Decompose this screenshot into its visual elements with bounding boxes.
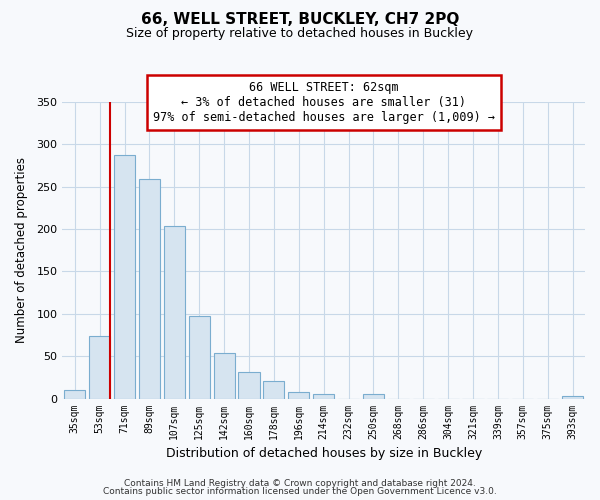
Bar	[363, 394, 384, 398]
Bar	[238, 372, 260, 398]
X-axis label: Distribution of detached houses by size in Buckley: Distribution of detached houses by size …	[166, 447, 482, 460]
Bar	[313, 394, 334, 398]
Bar	[64, 390, 85, 398]
Text: Size of property relative to detached houses in Buckley: Size of property relative to detached ho…	[127, 28, 473, 40]
Bar	[139, 179, 160, 398]
Bar	[288, 392, 310, 398]
Bar	[562, 396, 583, 398]
Bar	[89, 336, 110, 398]
Bar	[188, 316, 210, 398]
Bar	[114, 156, 135, 398]
Bar	[164, 226, 185, 398]
Text: 66, WELL STREET, BUCKLEY, CH7 2PQ: 66, WELL STREET, BUCKLEY, CH7 2PQ	[141, 12, 459, 28]
Y-axis label: Number of detached properties: Number of detached properties	[15, 158, 28, 344]
Text: Contains HM Land Registry data © Crown copyright and database right 2024.: Contains HM Land Registry data © Crown c…	[124, 478, 476, 488]
Text: 66 WELL STREET: 62sqm
← 3% of detached houses are smaller (31)
97% of semi-detac: 66 WELL STREET: 62sqm ← 3% of detached h…	[152, 81, 494, 124]
Text: Contains public sector information licensed under the Open Government Licence v3: Contains public sector information licen…	[103, 487, 497, 496]
Bar	[263, 381, 284, 398]
Bar	[214, 353, 235, 399]
